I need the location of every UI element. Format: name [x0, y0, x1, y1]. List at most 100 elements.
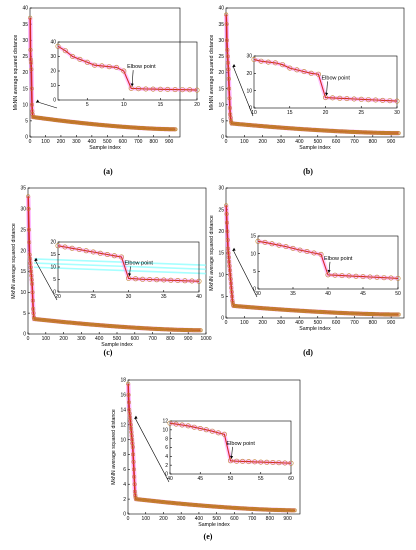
x-tick-label: 700	[148, 336, 157, 342]
inset-data-point	[189, 278, 195, 284]
y-tick-label: 2	[123, 497, 126, 503]
inset-data-point	[143, 86, 149, 92]
y-tick-label: 0	[221, 135, 224, 141]
inset-data-point	[373, 97, 379, 103]
y-tick-label: 30	[218, 38, 224, 44]
x-tick-label: 500	[314, 320, 323, 326]
x-tick-label: 500	[113, 336, 122, 342]
plot-frame	[27, 187, 207, 335]
inset-x-tick-label: 55	[258, 476, 264, 482]
inset-data-point	[258, 459, 264, 465]
inset-x-tick-label: 30	[255, 291, 261, 297]
data-point	[396, 131, 401, 136]
inset-x-tick-label: 60	[288, 476, 294, 482]
inset-data-point	[337, 95, 343, 101]
y-tick-label: 35	[218, 22, 224, 28]
data-point	[173, 127, 178, 132]
elbow-point-annotation: Elbow point	[227, 441, 256, 447]
inset-data-point	[92, 62, 98, 68]
inset-x-tick-label: 45	[197, 476, 203, 482]
data-point	[29, 269, 33, 274]
inset-data-point	[264, 459, 270, 465]
data-point	[227, 259, 232, 264]
x-tick-label: 700	[350, 320, 359, 326]
data-point	[29, 273, 34, 278]
y-tick-label: 14	[120, 407, 126, 413]
inset-y-tick-label: 30	[50, 54, 56, 60]
inset-data-point	[288, 460, 294, 466]
inset-x-tick-label: 25	[90, 294, 96, 300]
data-point	[226, 255, 231, 260]
inset-plot: 0 5 10 15 30 35 40 45 50 Elbow point	[250, 234, 401, 297]
y-axis-label: MkNN average squared distance	[13, 35, 19, 111]
inset-x-tick-label: 10	[121, 102, 127, 108]
inset-data-point	[215, 430, 221, 436]
elbow-arrow-head	[130, 83, 134, 87]
y-tick-label: 5	[221, 294, 224, 300]
inset-data-point	[311, 250, 317, 256]
data-point	[228, 277, 233, 281]
y-tick-label: 15	[20, 269, 26, 275]
inset-data-point	[62, 244, 68, 250]
inset-x-tick-label: 50	[395, 291, 401, 297]
data-point	[226, 67, 231, 72]
inset-y-tick-label: 0	[249, 106, 252, 112]
inset-data-point	[182, 278, 188, 284]
y-tick-label: 5	[221, 119, 224, 125]
data-point	[132, 474, 137, 479]
inset-data-point	[150, 86, 156, 92]
inset-data-point	[325, 272, 331, 278]
x-tick-label: 400	[295, 320, 304, 326]
data-point	[224, 220, 229, 225]
inset-data-point	[126, 275, 132, 281]
data-point	[129, 433, 134, 438]
x-tick-label: 700	[248, 516, 257, 522]
y-tick-label: 30	[20, 207, 26, 213]
x-tick-label: 800	[150, 139, 159, 145]
x-tick-label: 100	[240, 320, 249, 326]
data-point	[226, 60, 230, 65]
inset-x-tick-label: 15	[287, 110, 293, 116]
inset-pointer-head	[35, 99, 40, 103]
inset-data-point	[394, 98, 400, 104]
x-tick-label: 900	[387, 320, 396, 326]
x-tick-label: 300	[72, 139, 81, 145]
inset-data-point	[175, 277, 181, 283]
inset-plot: 0 5 10 15 20 20 25 30 35 40 Elbow point	[50, 240, 202, 300]
inset-data-point	[140, 276, 146, 282]
x-tick-label: 0	[225, 320, 228, 326]
inset-y-tick-label: 15	[250, 234, 256, 240]
y-tick-label: 0	[123, 512, 126, 518]
inset-x-tick-label: 10	[251, 110, 257, 116]
x-tick-label: 0	[29, 139, 32, 145]
series-halo	[125, 383, 295, 513]
inset-data-point	[167, 420, 173, 426]
inset-plot: 0 10 20 30 40 5 10 15 20 Elbow point	[50, 40, 200, 108]
elbow-point-annotation: Elbow point	[125, 261, 154, 267]
inset-data-point	[191, 424, 197, 430]
x-tick-label: 300	[77, 336, 86, 342]
inset-data-point	[196, 278, 202, 284]
data-point	[27, 252, 32, 257]
inset-data-point	[276, 242, 282, 248]
data-point	[28, 256, 32, 261]
data-point	[29, 277, 34, 282]
inset-data-point	[90, 249, 96, 255]
x-tick-label: 400	[295, 139, 304, 145]
inset-data-point	[234, 458, 240, 464]
x-tick-label: 200	[259, 139, 268, 145]
inset-pointer-line	[36, 101, 58, 109]
inset-plot: 0 2 4 6 8 10 12 40 45 50 55 60 Elbow point	[162, 419, 294, 482]
x-tick-label: 400	[95, 336, 104, 342]
data-point	[227, 106, 232, 110]
inset-data-point	[365, 97, 371, 103]
inset-x-tick-label: 5	[86, 102, 89, 108]
inset-data-point	[353, 273, 359, 279]
inset-data-point	[228, 458, 234, 464]
inset-pointer-head	[232, 63, 236, 68]
inset-y-tick-label: 30	[246, 54, 252, 60]
data-point	[228, 272, 233, 277]
inset-data-point	[76, 247, 82, 253]
